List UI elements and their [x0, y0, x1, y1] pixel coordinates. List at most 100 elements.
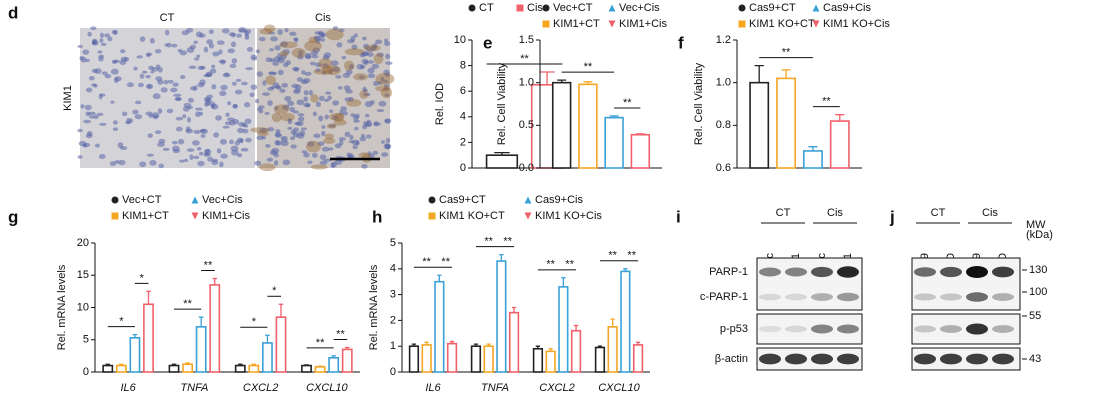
nucleus [273, 160, 279, 166]
nucleus [321, 130, 326, 137]
legend-label: KIM1+Cis [202, 210, 250, 222]
y-axis-label: Rel. mRNA levels [56, 264, 68, 350]
nucleus [262, 92, 270, 96]
error-bar [424, 341, 429, 345]
y-tick-label: 15 [77, 269, 89, 281]
nucleus [234, 89, 243, 95]
error-bar [539, 71, 555, 85]
stain [321, 65, 334, 75]
y-tick-label: 0 [460, 162, 466, 174]
band [966, 292, 988, 302]
x-tick-label: CXCL10 [598, 382, 640, 394]
nucleus [321, 125, 326, 129]
nucleus [207, 156, 214, 162]
nucleus [149, 37, 155, 44]
nucleus [149, 159, 157, 166]
nucleus [117, 159, 126, 166]
nucleus [91, 68, 99, 73]
nucleus [197, 160, 205, 167]
nucleus [220, 153, 228, 159]
nucleus [147, 133, 153, 138]
nucleus [291, 83, 299, 89]
stain [325, 28, 344, 41]
nucleus [171, 140, 178, 145]
nucleus [218, 59, 227, 64]
band [811, 293, 833, 301]
nucleus [363, 92, 371, 97]
nucleus [279, 88, 286, 93]
stain [380, 87, 393, 99]
error-bar [132, 333, 138, 338]
significance: ** [336, 328, 345, 340]
nucleus [310, 51, 319, 56]
nucleus [254, 98, 260, 104]
nucleus [240, 147, 249, 152]
bar [570, 329, 582, 373]
stain [323, 137, 336, 144]
error-bar [635, 341, 641, 345]
stain [324, 133, 334, 140]
y-tick-label: 20 [77, 237, 89, 249]
nucleus [274, 133, 282, 137]
error-bar [597, 345, 603, 348]
nucleus [195, 111, 201, 117]
nucleus [219, 161, 224, 168]
significance: ** [546, 259, 555, 271]
nucleus [367, 67, 375, 74]
bar [604, 116, 624, 169]
nucleus [365, 113, 370, 118]
stain [326, 123, 337, 129]
mw-label: 130 [1029, 264, 1047, 276]
y-tick-label: 8 [460, 60, 466, 72]
nucleus [249, 92, 255, 98]
nucleus [193, 129, 201, 134]
band [811, 353, 833, 365]
nucleus [332, 26, 339, 31]
nucleus [98, 56, 104, 62]
nucleus [383, 84, 390, 88]
nucleus [294, 37, 299, 43]
nucleus [268, 71, 276, 75]
nucleus [370, 99, 375, 105]
nucleus [100, 42, 107, 46]
nucleus [84, 104, 92, 111]
bar [129, 337, 141, 373]
nucleus [121, 111, 128, 117]
y-tick-label: 3 [390, 289, 396, 301]
stain [310, 164, 328, 170]
panel-label: j [889, 207, 895, 226]
nucleus [256, 107, 263, 112]
nucleus [229, 139, 234, 145]
nucleus [303, 152, 310, 158]
nucleus [284, 95, 292, 102]
nucleus [250, 54, 258, 59]
nucleus [186, 116, 192, 123]
legend-marker [812, 4, 820, 12]
nucleus [358, 75, 365, 80]
nucleus [154, 48, 162, 54]
band [759, 293, 781, 301]
nucleus [200, 134, 206, 138]
error-bar [486, 343, 491, 347]
significance: ** [204, 259, 213, 271]
bar [275, 316, 287, 373]
nucleus [221, 28, 230, 34]
error-bar [449, 340, 455, 344]
nucleus [177, 138, 185, 145]
nucleus [232, 104, 238, 109]
nucleus [155, 76, 163, 82]
nucleus [350, 113, 356, 118]
nucleus [324, 114, 329, 120]
legend-label: Vec+CT [553, 2, 593, 14]
nucleus [351, 44, 358, 50]
y-tick-label: 2 [460, 136, 466, 148]
error-bar [635, 133, 645, 135]
bar [115, 364, 127, 373]
error-bar [304, 364, 309, 366]
nucleus [216, 40, 225, 45]
nucleus [190, 86, 197, 91]
nucleus [282, 104, 290, 111]
nucleus [323, 52, 332, 59]
bar [776, 77, 796, 169]
nucleus [242, 128, 249, 134]
